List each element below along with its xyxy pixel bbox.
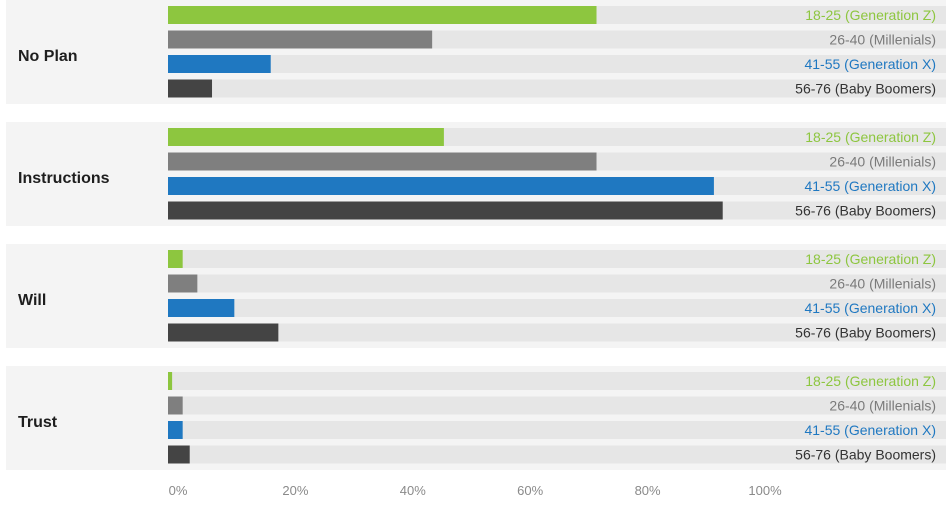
x-tick-label: 80%	[635, 483, 661, 498]
bar	[168, 299, 235, 317]
bar-track	[168, 79, 946, 98]
series-label: 26-40 (Millenials)	[829, 32, 936, 48]
bar-track	[168, 274, 946, 293]
bar-track	[168, 55, 946, 73]
series-label: 26-40 (Millenials)	[829, 276, 936, 292]
category-label: Instructions	[18, 170, 110, 187]
x-tick-label: 40%	[400, 483, 426, 498]
bar	[168, 372, 173, 390]
series-label: 18-25 (Generation Z)	[805, 129, 936, 145]
series-label: 41-55 (Generation X)	[804, 422, 936, 438]
series-label: 18-25 (Generation Z)	[805, 7, 936, 23]
x-tick-label: 0%	[169, 483, 188, 498]
bar	[168, 201, 723, 220]
bar-track	[168, 299, 946, 317]
bar	[168, 177, 714, 195]
bar	[168, 445, 190, 464]
bar	[168, 323, 279, 342]
category-label: Trust	[18, 414, 58, 431]
bar	[168, 6, 597, 24]
category-label: No Plan	[18, 48, 78, 65]
bar-track	[168, 445, 946, 464]
series-label: 41-55 (Generation X)	[804, 178, 936, 194]
bar	[168, 152, 597, 171]
series-label: 41-55 (Generation X)	[804, 56, 936, 72]
bar	[168, 250, 183, 268]
category-label: Will	[18, 292, 46, 309]
series-label: 18-25 (Generation Z)	[805, 251, 936, 267]
series-label: 18-25 (Generation Z)	[805, 373, 936, 389]
series-label: 56-76 (Baby Boomers)	[795, 81, 936, 97]
series-label: 26-40 (Millenials)	[829, 154, 936, 170]
bar	[168, 128, 444, 146]
bar-track	[168, 396, 946, 415]
bar	[168, 55, 271, 73]
bar	[168, 396, 183, 415]
bar-track	[168, 250, 946, 268]
series-label: 41-55 (Generation X)	[804, 300, 936, 316]
bar	[168, 274, 198, 293]
bar-track	[168, 421, 946, 439]
x-tick-label: 20%	[282, 483, 308, 498]
series-label: 56-76 (Baby Boomers)	[795, 325, 936, 341]
bar	[168, 79, 213, 98]
bar	[168, 421, 183, 439]
series-label: 26-40 (Millenials)	[829, 398, 936, 414]
series-label: 56-76 (Baby Boomers)	[795, 203, 936, 219]
bar-track	[168, 323, 946, 342]
x-tick-label: 60%	[517, 483, 543, 498]
x-tick-label: 100%	[748, 483, 782, 498]
bar-track	[168, 372, 946, 390]
bar	[168, 30, 433, 49]
series-label: 56-76 (Baby Boomers)	[795, 447, 936, 463]
